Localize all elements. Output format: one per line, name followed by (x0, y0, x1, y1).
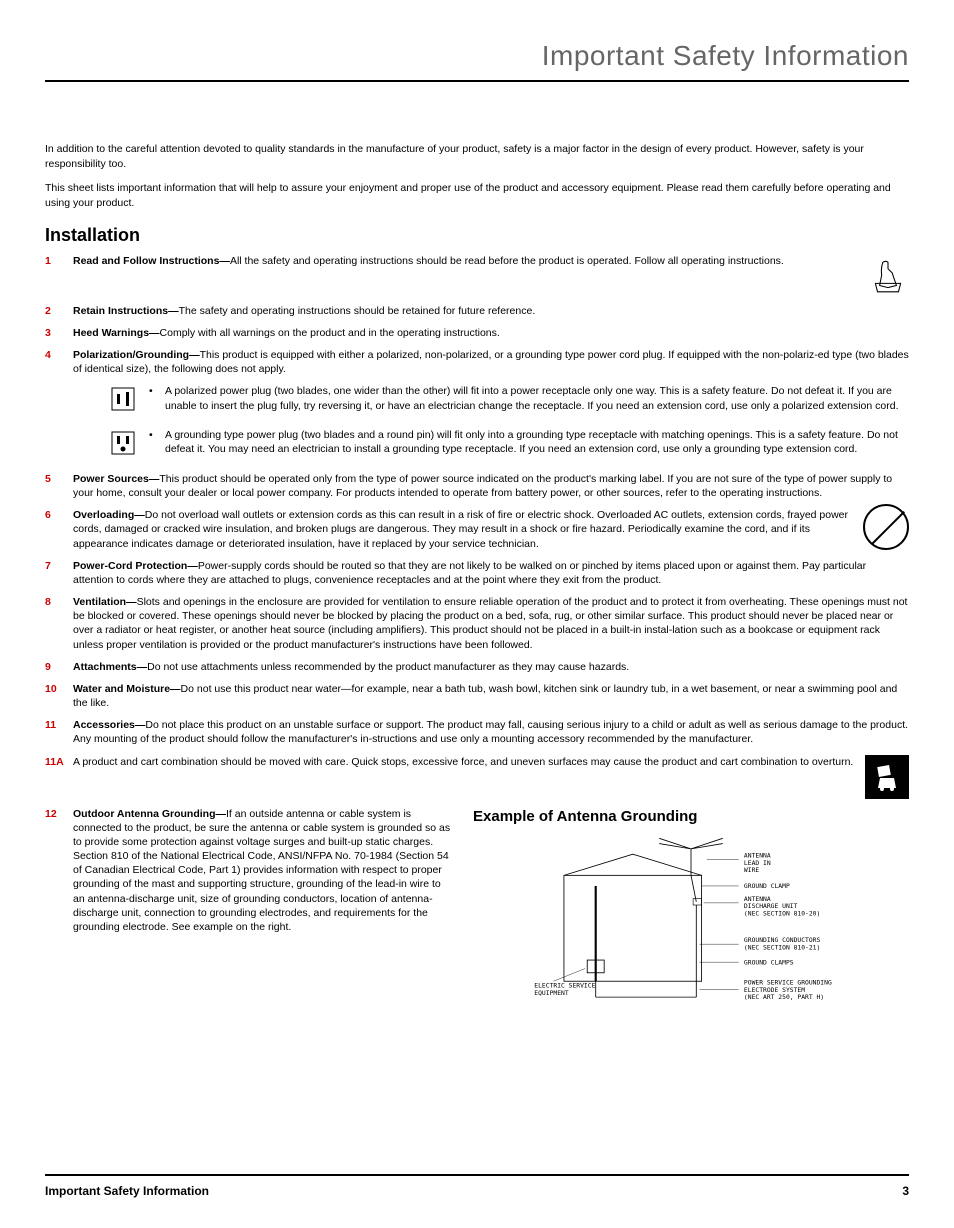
installation-heading: Installation (45, 225, 909, 246)
polarized-plug-icon (105, 384, 141, 422)
diagram-label: POWER SERVICE GROUNDING (744, 979, 832, 986)
item-text: Do not use this product near water—for e… (73, 683, 897, 709)
diagram-title: Example of Antenna Grounding (473, 807, 909, 827)
item-6: 6 Overloading—Do not overload wall outle… (45, 508, 909, 551)
item-text: Do not place this product on an unstable… (73, 719, 908, 745)
item-4: 4 Polarization/Grounding—This product is… (45, 348, 909, 376)
diagram-label: ANTENNA (744, 896, 771, 903)
antenna-grounding-diagram: Example of Antenna Grounding ANTENNA LE (473, 807, 909, 1017)
item-11: 11 Accessories—Do not place this product… (45, 718, 909, 746)
safety-items-list-cont: 5 Power Sources—This product should be o… (45, 472, 909, 1017)
item-number: 8 (45, 595, 73, 652)
reader-icon (867, 254, 909, 296)
item-text: Slots and openings in the enclosure are … (73, 596, 907, 651)
item-2: 2 Retain Instructions—The safety and ope… (45, 304, 909, 318)
sub-bullet-polarized: • A polarized power plug (two blades, on… (105, 384, 909, 422)
intro-paragraph-1: In addition to the careful attention dev… (45, 142, 909, 171)
item-title: Overloading— (73, 509, 145, 521)
sub-bullet-grounding: • A grounding type power plug (two blade… (105, 428, 909, 466)
item-title: Polarization/Grounding— (73, 349, 200, 361)
item-title: Heed Warnings— (73, 327, 160, 339)
item-title: Water and Moisture— (73, 683, 181, 695)
item-number: 5 (45, 472, 73, 500)
item-1: 1 Read and Follow Instructions—All the s… (45, 254, 909, 296)
item-number: 11A (45, 755, 73, 799)
item-9: 9 Attachments—Do not use attachments unl… (45, 660, 909, 674)
diagram-label: (NEC SECTION 810-20) (744, 910, 820, 917)
item-number: 10 (45, 682, 73, 710)
item-text: A product and cart combination should be… (73, 756, 853, 768)
no-overload-icon (863, 504, 909, 550)
item-title: Retain Instructions— (73, 305, 179, 317)
page-header-title: Important Safety Information (45, 40, 909, 82)
item-number: 3 (45, 326, 73, 340)
diagram-label: ELECTRIC SERVICE (534, 982, 595, 989)
item-12: 12 Outdoor Antenna Grounding—If an outsi… (45, 807, 909, 1017)
item-title: Attachments— (73, 661, 147, 673)
bullet-marker: • (141, 428, 165, 466)
item-text: If an outside antenna or cable system is… (73, 808, 450, 933)
item-text: Comply with all warnings on the product … (160, 327, 500, 339)
item-number: 11 (45, 718, 73, 746)
item-text: This product should be operated only fro… (73, 473, 892, 499)
item-number: 2 (45, 304, 73, 318)
diagram-label: GROUNDING CONDUCTORS (744, 937, 821, 944)
sub-text: A polarized power plug (two blades, one … (165, 384, 909, 422)
footer-left: Important Safety Information (45, 1184, 209, 1198)
item-text: Do not overload wall outlets or extensio… (73, 509, 848, 549)
item-7: 7 Power-Cord Protection—Power-supply cor… (45, 559, 909, 587)
antenna-diagram-svg: ANTENNA LEAD IN WIRE GROUND CLAMP ANTENN… (473, 833, 909, 1013)
diagram-label: DISCHARGE UNIT (744, 903, 798, 910)
item-number: 1 (45, 254, 73, 296)
item-text: The safety and operating instructions sh… (179, 305, 536, 317)
item-text: Do not use attachments unless recommende… (147, 661, 629, 673)
footer-page-number: 3 (902, 1184, 909, 1198)
item-number: 4 (45, 348, 73, 376)
item-title: Power-Cord Protection— (73, 560, 198, 572)
diagram-label: (NEC SECTION 810-21) (744, 944, 820, 951)
diagram-label: (NEC ART 250, PART H) (744, 994, 824, 1001)
item-3: 3 Heed Warnings—Comply with all warnings… (45, 326, 909, 340)
grounding-plug-icon (105, 428, 141, 466)
diagram-label: ANTENNA (744, 852, 771, 859)
item-number: 9 (45, 660, 73, 674)
diagram-label: GROUND CLAMPS (744, 959, 794, 966)
item-title: Accessories— (73, 719, 145, 731)
item-number: 6 (45, 508, 73, 551)
diagram-label: WIRE (744, 867, 759, 874)
item-4-sublist: • A polarized power plug (two blades, on… (105, 384, 909, 465)
item-5: 5 Power Sources—This product should be o… (45, 472, 909, 500)
item-number: 7 (45, 559, 73, 587)
item-11a: 11A A product and cart combination shoul… (45, 755, 909, 799)
diagram-label: LEAD IN (744, 860, 771, 867)
item-title: Power Sources— (73, 473, 159, 485)
safety-items-list: 1 Read and Follow Instructions—All the s… (45, 254, 909, 377)
intro-paragraph-2: This sheet lists important information t… (45, 181, 909, 210)
item-title: Outdoor Antenna Grounding— (73, 808, 226, 820)
cart-tip-icon (865, 755, 909, 799)
bullet-marker: • (141, 384, 165, 422)
page-footer: Important Safety Information 3 (45, 1174, 909, 1198)
item-number: 12 (45, 807, 73, 1017)
item-8: 8 Ventilation—Slots and openings in the … (45, 595, 909, 652)
item-title: Read and Follow Instructions— (73, 255, 230, 267)
diagram-label: EQUIPMENT (534, 990, 569, 997)
item-title: Ventilation— (73, 596, 137, 608)
diagram-label: ELECTRODE SYSTEM (744, 987, 805, 994)
sub-text: A grounding type power plug (two blades … (165, 428, 909, 466)
diagram-label: GROUND CLAMP (744, 883, 790, 890)
item-10: 10 Water and Moisture—Do not use this pr… (45, 682, 909, 710)
item-text: All the safety and operating instruction… (230, 255, 784, 267)
